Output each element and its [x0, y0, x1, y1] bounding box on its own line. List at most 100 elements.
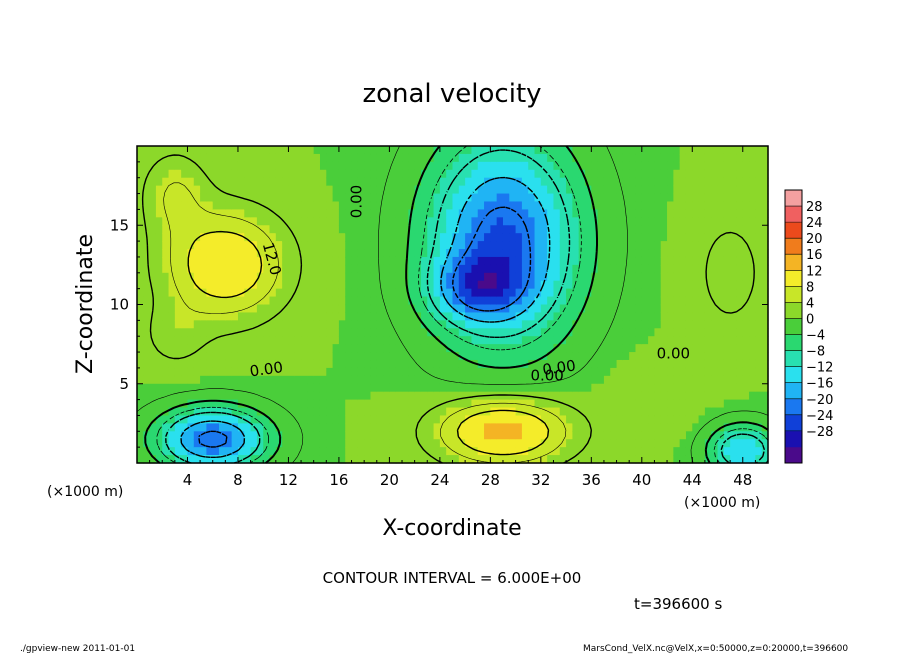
heatmap-cell — [622, 217, 630, 226]
heatmap-cell — [294, 256, 302, 266]
heatmap-cell — [736, 312, 744, 321]
heatmap-cell — [395, 439, 403, 448]
heatmap-cell — [685, 272, 693, 282]
heatmap-cell — [357, 256, 365, 266]
heatmap-cell — [181, 264, 189, 274]
heatmap-cell — [540, 264, 548, 274]
heatmap-cell — [471, 312, 479, 321]
heatmap-cell — [559, 383, 567, 393]
heatmap-cell — [698, 359, 706, 369]
heatmap-cell — [711, 367, 719, 377]
heatmap-cell — [338, 439, 346, 448]
heatmap-cell — [717, 407, 725, 417]
heatmap-cell — [414, 201, 422, 210]
heatmap-cell — [301, 249, 308, 258]
heatmap-cell — [654, 455, 662, 464]
heatmap-cell — [319, 455, 327, 464]
heatmap-cell — [282, 241, 290, 250]
heatmap-cell — [585, 153, 592, 163]
heatmap-cell — [231, 233, 239, 242]
heatmap-cell — [433, 169, 441, 179]
heatmap-cell — [143, 280, 151, 290]
heatmap-cell — [193, 391, 201, 401]
heatmap-cell — [515, 201, 523, 210]
heatmap-cell — [219, 296, 226, 306]
heatmap-cell — [187, 431, 195, 440]
heatmap-cell — [534, 177, 542, 187]
heatmap-cell — [155, 264, 163, 274]
heatmap-cell — [282, 280, 290, 290]
heatmap-cell — [477, 161, 485, 171]
heatmap-cell — [730, 272, 738, 282]
heatmap-cell — [187, 233, 195, 242]
heatmap-cell — [585, 328, 592, 337]
heatmap-cell — [553, 439, 561, 448]
heatmap-cell — [168, 439, 176, 448]
heatmap-cell — [420, 264, 428, 274]
heatmap-cell — [641, 272, 649, 282]
heatmap-cell — [566, 344, 573, 353]
heatmap-cell — [137, 185, 144, 195]
heatmap-cell — [225, 431, 233, 440]
heatmap-cell — [591, 415, 599, 424]
heatmap-cell — [742, 153, 750, 163]
heatmap-cell — [730, 185, 738, 195]
heatmap-cell — [237, 423, 245, 432]
heatmap-cell — [301, 407, 308, 417]
heatmap-cell — [597, 296, 605, 306]
heatmap-cell — [383, 391, 390, 401]
heatmap-cell — [263, 447, 271, 456]
heatmap-cell — [370, 241, 378, 250]
heatmap-cell — [225, 423, 233, 432]
heatmap-cell — [446, 352, 454, 361]
heatmap-cell — [749, 153, 756, 163]
heatmap-cell — [673, 336, 681, 345]
heatmap-cell — [402, 312, 409, 321]
heatmap-cell — [578, 423, 586, 432]
heatmap-cell — [282, 328, 290, 337]
heatmap-cell — [219, 336, 226, 345]
heatmap-cell — [237, 288, 245, 298]
heatmap-cell — [515, 233, 523, 242]
heatmap-cell — [370, 447, 378, 456]
heatmap-cell — [250, 256, 258, 266]
heatmap-cell — [187, 359, 195, 369]
heatmap-cell — [597, 399, 605, 409]
heatmap-cell — [654, 225, 662, 234]
heatmap-cell — [174, 146, 182, 155]
heatmap-cell — [263, 439, 271, 448]
heatmap-cell — [402, 391, 409, 401]
heatmap-cell — [338, 288, 346, 298]
heatmap-cell — [256, 169, 264, 179]
heatmap-cell — [427, 415, 435, 424]
heatmap-cell — [528, 209, 536, 218]
heatmap-cell — [225, 447, 233, 456]
heatmap-cell — [692, 146, 700, 155]
heatmap-cell — [345, 383, 353, 393]
heatmap-cell — [250, 272, 258, 282]
heatmap-cell — [162, 288, 170, 298]
heatmap-cell — [736, 153, 744, 163]
heatmap-cell — [370, 201, 378, 210]
heatmap-cell — [370, 344, 378, 353]
heatmap-cell — [225, 304, 233, 314]
heatmap-cell — [427, 161, 435, 171]
heatmap-cell — [761, 383, 769, 393]
heatmap-cell — [288, 288, 296, 298]
heatmap-cell — [742, 312, 750, 321]
heatmap-cell — [155, 407, 163, 417]
heatmap-cell — [212, 185, 220, 195]
heatmap-cell — [288, 367, 296, 377]
heatmap-cell — [610, 447, 618, 456]
heatmap-cell — [755, 399, 763, 409]
heatmap-cell — [345, 375, 353, 385]
heatmap-cell — [484, 153, 491, 163]
heatmap-cell — [288, 352, 296, 361]
colorbar-swatch — [785, 222, 802, 239]
heatmap-cell — [282, 209, 290, 218]
heatmap-cell — [282, 233, 290, 242]
heatmap-cell — [723, 304, 731, 314]
heatmap-cell — [206, 296, 214, 306]
heatmap-cell — [137, 296, 144, 306]
heatmap-cell — [244, 177, 252, 187]
